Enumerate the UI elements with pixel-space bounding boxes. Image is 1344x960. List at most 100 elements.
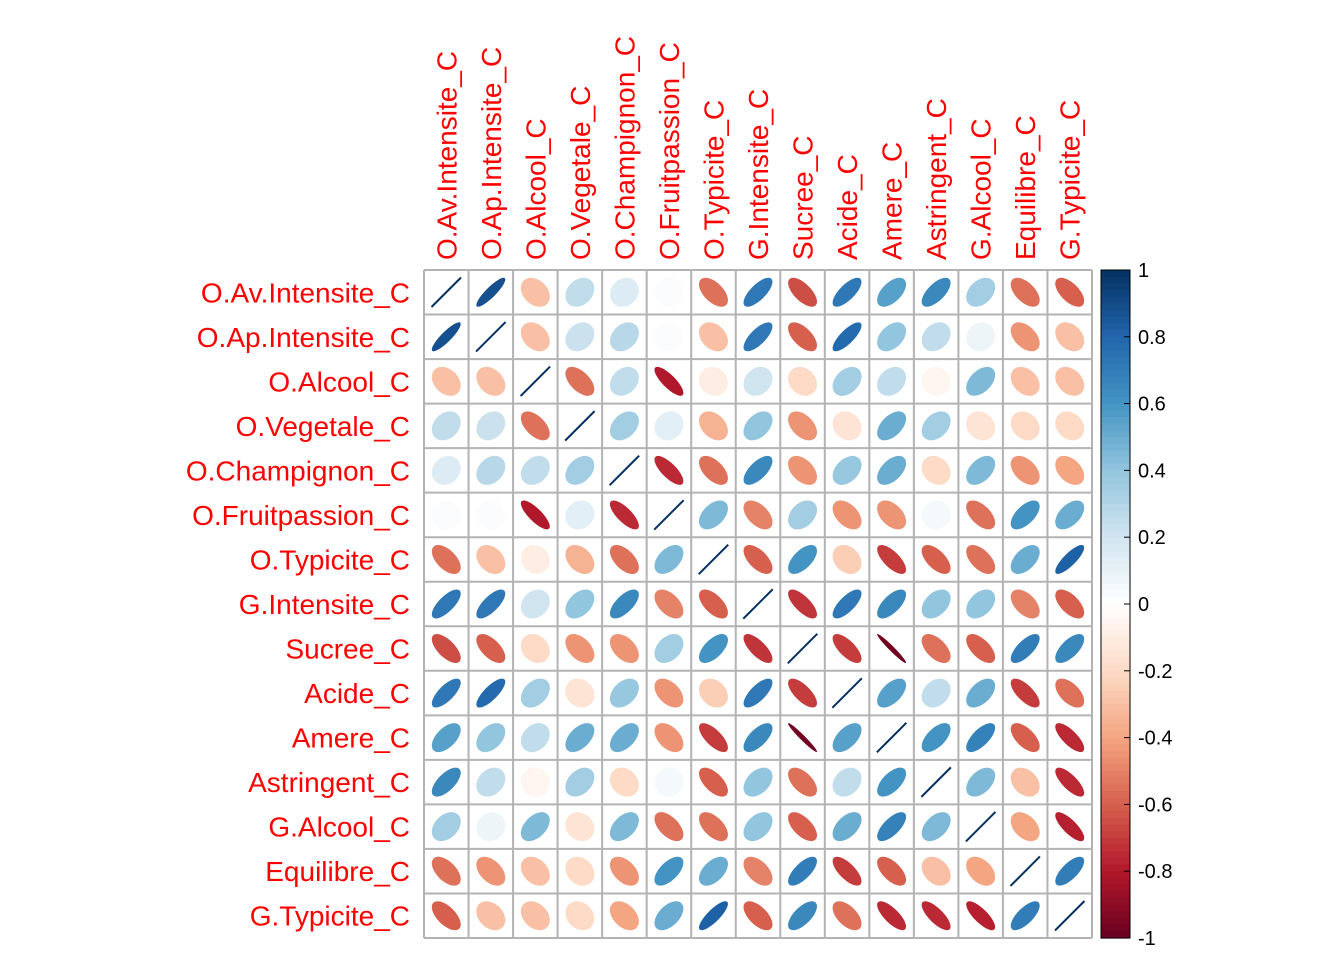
colorbar-segment [1101, 864, 1130, 872]
colorbar-segment [1101, 517, 1130, 525]
correlation-ellipse [966, 411, 996, 441]
colorbar-segment [1101, 457, 1130, 465]
cell-Amere_C-Astringent_C [913, 715, 959, 760]
colorbar-segment [1101, 443, 1130, 451]
colorbar-segment [1101, 804, 1130, 812]
cell-O.Ap.Intensite_C-O.Av.Intensite_C [424, 314, 469, 360]
cell-O.Champignon_C-Acide_C [824, 448, 870, 493]
correlation-ellipse [430, 276, 462, 308]
correlation-ellipse [609, 678, 639, 708]
colorbar-segment [1101, 750, 1130, 759]
correlation-ellipse [788, 366, 818, 396]
correlation-ellipse [565, 322, 595, 352]
cell-Equilibre_C-O.Ap.Intensite_C [468, 848, 514, 894]
cell-O.Vegetale_C-G.Alcool_C [958, 403, 1003, 449]
colorbar-segment [1101, 844, 1130, 852]
correlation-ellipse [654, 455, 684, 485]
cell-Equilibre_C-G.Typicite_C [1047, 848, 1092, 894]
row-label: O.Fruitpassion_C [192, 500, 410, 531]
cell-Acide_C-G.Intensite_C [735, 670, 781, 716]
cell-O.Alcool_C-O.Ap.Intensite_C [468, 359, 514, 404]
cell-O.Ap.Intensite_C-O.Typicite_C [691, 314, 736, 360]
cell-O.Fruitpassion_C-Astringent_C [913, 492, 959, 538]
correlation-ellipse [966, 277, 996, 307]
cell-O.Av.Intensite_C-G.Intensite_C [735, 270, 781, 315]
cell-O.Vegetale_C-Astringent_C [913, 403, 959, 449]
correlation-ellipse [788, 856, 818, 886]
correlation-ellipse [1055, 322, 1085, 352]
colorbar-segment [1101, 597, 1130, 605]
cell-Equilibre_C-Equilibre_C [1002, 848, 1048, 894]
colorbar-segment [1101, 684, 1130, 692]
correlation-ellipse [1010, 901, 1040, 931]
correlation-ellipse [966, 767, 996, 797]
colorbar-segment [1101, 423, 1130, 431]
cell-Equilibre_C-O.Av.Intensite_C [424, 848, 469, 894]
cell-O.Typicite_C-Astringent_C [913, 537, 959, 582]
colorbar-segment [1101, 764, 1130, 772]
colorbar-segment [1101, 617, 1130, 625]
correlation-ellipse [431, 411, 461, 441]
correlation-ellipse [609, 634, 639, 664]
cell-O.Ap.Intensite_C-G.Intensite_C [735, 314, 781, 360]
correlation-ellipse [476, 277, 506, 307]
correlation-ellipse [788, 901, 818, 931]
cell-Acide_C-Astringent_C [913, 670, 959, 716]
correlation-ellipse [1010, 277, 1040, 307]
correlation-ellipse [1055, 856, 1085, 886]
cell-G.Alcool_C-O.Av.Intensite_C [424, 804, 469, 849]
cell-O.Typicite_C-Equilibre_C [1002, 537, 1048, 582]
correlation-ellipse [698, 411, 728, 441]
colorbar-segment [1101, 523, 1130, 532]
correlation-ellipse [565, 500, 595, 530]
cell-Astringent_C-O.Ap.Intensite_C [468, 759, 514, 805]
column-labels: O.Av.Intensite_C O.Ap.Intensite_C O.Alcool… [431, 36, 1085, 260]
correlation-ellipse [788, 678, 818, 708]
correlation-ellipse [476, 366, 506, 396]
cell-G.Typicite_C-O.Typicite_C [691, 893, 736, 938]
cell-Equilibre_C-G.Alcool_C [958, 848, 1003, 894]
correlation-ellipse [832, 544, 862, 574]
correlation-ellipse [921, 634, 951, 664]
correlation-ellipse [476, 634, 506, 664]
correlation-ellipse [565, 277, 595, 307]
correlation-ellipse [965, 811, 997, 843]
correlation-ellipse [654, 856, 684, 886]
colorbar-segment [1101, 483, 1130, 492]
correlation-ellipse [431, 901, 461, 931]
column-label: Acide_C [832, 154, 863, 260]
row-label: G.Intensite_C [239, 589, 410, 620]
colorbar-segment [1101, 891, 1130, 899]
cell-O.Fruitpassion_C-O.Ap.Intensite_C [468, 492, 514, 538]
correlation-ellipse [832, 322, 862, 352]
correlation-ellipse [476, 500, 506, 530]
correlation-ellipse [1054, 900, 1086, 932]
colorbar-tick-label: -0.2 [1138, 661, 1172, 683]
cell-G.Alcool_C-Astringent_C [913, 804, 959, 849]
correlation-ellipse [966, 366, 996, 396]
correlation-ellipse [1010, 455, 1040, 485]
correlation-ellipse [475, 321, 507, 353]
correlation-ellipse [476, 767, 506, 797]
correlation-ellipse [431, 544, 461, 574]
cell-O.Av.Intensite_C-O.Alcool_C [513, 270, 558, 315]
colorbar-segment [1101, 330, 1130, 338]
correlation-ellipse [1055, 589, 1085, 619]
cell-Equilibre_C-Astringent_C [913, 848, 959, 894]
cell-Equilibre_C-O.Alcool_C [513, 848, 558, 894]
cell-G.Typicite_C-O.Alcool_C [513, 893, 558, 938]
correlation-ellipse [520, 678, 550, 708]
cell-O.Fruitpassion_C-G.Alcool_C [958, 492, 1003, 538]
cell-Sucree_C-O.Typicite_C [691, 626, 736, 671]
correlation-ellipse [654, 767, 684, 797]
cell-Sucree_C-G.Intensite_C [735, 626, 781, 671]
correlation-ellipse [743, 277, 773, 307]
colorbar-segment [1101, 363, 1130, 371]
correlation-ellipse [877, 500, 907, 530]
column-label: G.Alcool_C [966, 118, 997, 260]
cell-Amere_C-G.Alcool_C [958, 715, 1003, 760]
colorbar-segment [1101, 563, 1130, 572]
correlation-ellipse [1010, 678, 1040, 708]
colorbar-segment [1101, 650, 1130, 659]
